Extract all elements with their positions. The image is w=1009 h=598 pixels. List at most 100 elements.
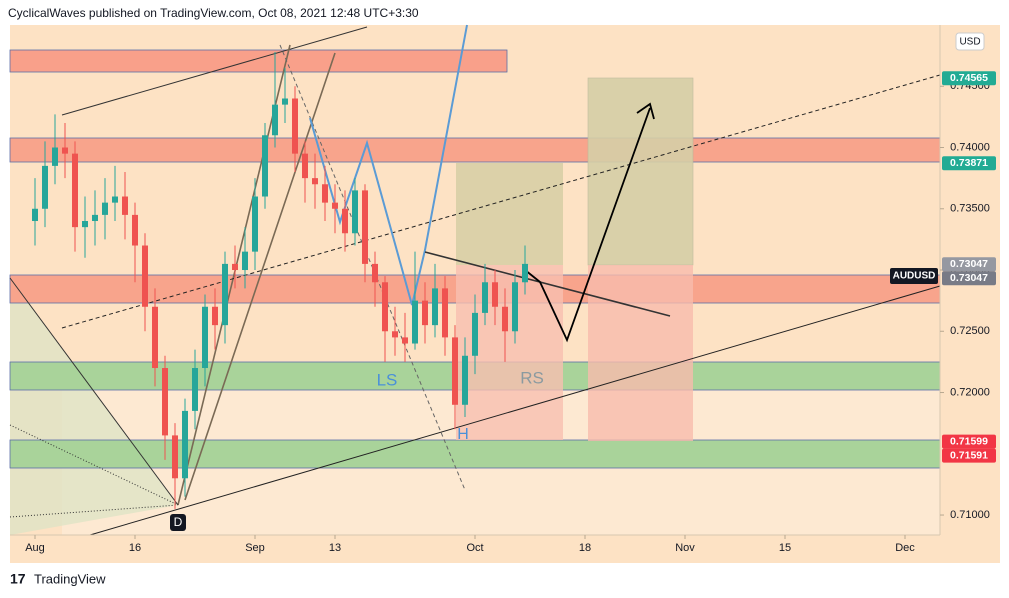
y-tick-label: 0.71000 — [950, 509, 990, 521]
price-label-box — [942, 71, 996, 86]
symbol: AUDUSD — [893, 271, 936, 282]
candle-body — [502, 306, 508, 332]
candle-body — [32, 208, 38, 222]
x-axis-bg — [10, 535, 1000, 563]
candle-body — [332, 202, 338, 209]
candle-body — [72, 153, 78, 228]
candle-body — [402, 337, 408, 344]
annotation: D — [174, 515, 183, 529]
annotation-box — [170, 514, 186, 531]
x-tick-label: Dec — [895, 542, 915, 554]
candle-body — [362, 190, 368, 264]
candle-body — [282, 98, 288, 105]
candle-body — [122, 196, 128, 215]
price-label-box — [942, 156, 996, 171]
annotation: RS — [520, 368, 544, 387]
triangle-shade — [10, 278, 178, 535]
candle-body — [382, 282, 388, 332]
candle-body — [232, 263, 238, 271]
dotted-line — [9, 424, 179, 506]
trend-line — [89, 285, 941, 536]
candle-body — [292, 98, 298, 154]
price-label-box — [942, 448, 996, 463]
target-box — [456, 163, 563, 265]
dotted-line — [9, 504, 179, 518]
candle-body — [522, 263, 528, 283]
currency: USD — [959, 37, 980, 48]
logo-mark: 17 — [10, 571, 26, 587]
annotation: H — [457, 426, 469, 443]
y-tick-label: 0.73500 — [950, 203, 990, 215]
y-tick-label: 0.74000 — [950, 141, 990, 153]
candle-body — [62, 147, 68, 154]
candle-body — [482, 282, 488, 313]
price-label: 0.73047 — [950, 258, 988, 270]
dashed-line — [61, 74, 941, 329]
candle-body — [372, 263, 378, 283]
channel-line — [61, 26, 368, 116]
candle-body — [442, 288, 448, 338]
stop-box — [588, 265, 693, 441]
candle-body — [272, 104, 278, 136]
price-label: 0.71599 — [950, 435, 988, 447]
x-tick-label: Oct — [466, 542, 483, 554]
candle-body — [142, 245, 148, 307]
neckline — [424, 251, 671, 317]
price-label: 0.73871 — [950, 157, 988, 169]
price-label-box — [942, 434, 996, 449]
candle-body — [432, 288, 438, 326]
candle-body — [152, 306, 158, 369]
x-tick-label: 13 — [329, 542, 341, 554]
channel-line — [177, 44, 291, 506]
price-label: 0.73047 — [950, 272, 988, 284]
candle-body — [392, 331, 398, 338]
candle-body — [492, 282, 498, 307]
price-label: 0.71591 — [950, 449, 988, 461]
projection-arrow — [524, 107, 651, 343]
candle-body — [112, 196, 118, 203]
candle-body — [132, 214, 138, 246]
y-tick-label: 0.72500 — [950, 325, 990, 337]
candle-body — [182, 410, 188, 479]
candle-body — [262, 135, 268, 197]
candle-body — [312, 178, 318, 185]
price-label-box — [942, 257, 996, 272]
header: CyclicalWaves published on TradingView.c… — [8, 6, 419, 20]
price-label: 0.74565 — [950, 72, 988, 84]
candle-body — [512, 282, 518, 332]
candles — [32, 51, 528, 509]
candle-body — [472, 312, 478, 356]
candle-body — [252, 196, 258, 252]
x-tick-label: Sep — [245, 542, 265, 554]
candle-body — [102, 202, 108, 215]
x-tick-label: Nov — [675, 542, 695, 554]
candle-body — [192, 368, 198, 411]
annotation: LS — [377, 370, 398, 389]
x-tick-label: 16 — [129, 542, 141, 554]
price-label-box — [942, 271, 996, 286]
y-axis: 0.710000.720000.725000.730000.735000.740… — [940, 71, 996, 521]
x-tick-label: Aug — [25, 542, 45, 554]
candle-body — [412, 300, 418, 344]
line — [9, 277, 179, 506]
symbol-box — [890, 268, 938, 284]
currency-box — [955, 32, 985, 51]
zone — [9, 49, 508, 73]
candle-body — [452, 337, 458, 405]
candle-body — [212, 306, 218, 326]
candle-body — [202, 306, 208, 369]
candle-body — [172, 435, 178, 479]
candle-body — [352, 190, 358, 234]
zone — [9, 439, 941, 469]
candle-body — [422, 300, 428, 326]
candle-body — [342, 208, 348, 234]
channel-line — [184, 52, 336, 501]
zone — [9, 137, 941, 163]
logo: 17 TradingView — [10, 571, 106, 587]
x-tick-label: 18 — [579, 542, 591, 554]
candle-body — [242, 251, 248, 271]
candle-body — [82, 221, 88, 228]
candle-body — [302, 153, 308, 179]
y-tick-label: 0.72000 — [950, 386, 990, 398]
